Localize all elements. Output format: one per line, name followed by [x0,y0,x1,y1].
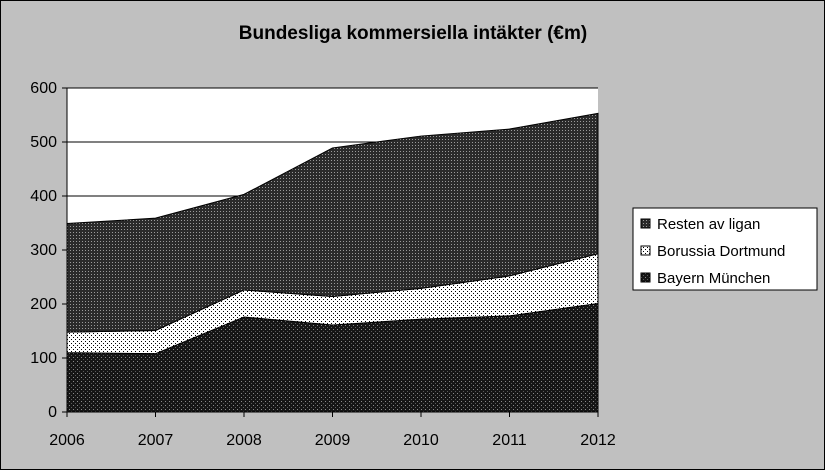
y-tick-label-200: 200 [30,296,57,313]
y-tick-label-0: 0 [48,404,57,421]
legend-swatch-bayern-m-nchen [640,272,651,283]
legend: Resten av ligan Borussia Dortmund Bayern M… [632,207,818,291]
x-tick-label-2006: 2006 [49,432,85,449]
legend-label-bayern-m-nchen: Bayern München [657,270,770,287]
x-tick-label-2009: 2009 [315,432,351,449]
y-tick-label-400: 400 [30,188,57,205]
x-tick-label-2007: 2007 [138,432,174,449]
legend-box [632,207,818,291]
y-axis-ticks: 0 100 200 300 400 500 600 [30,80,67,421]
x-tick-label-2010: 2010 [403,432,439,449]
y-tick-label-300: 300 [30,242,57,259]
area-series-resten-av-ligan [66,112,599,333]
y-tick-label-600: 600 [30,80,57,97]
x-tick-label-2012: 2012 [580,432,616,449]
y-tick-label-100: 100 [30,350,57,367]
legend-swatch-resten-av-ligan [640,218,651,229]
legend-label-resten-av-ligan: Resten av ligan [657,216,760,233]
x-axis-ticks: 2006 2007 2008 2009 2010 2011 2012 [49,412,616,449]
x-tick-label-2011: 2011 [492,432,527,449]
x-tick-label-2008: 2008 [226,432,262,449]
legend-label-borussia-dortmund: Borussia Dortmund [657,243,785,260]
chart-title: Bundesliga kommersiella intäkter (€m) [239,23,587,44]
legend-swatch-borussia-dortmund [640,245,651,256]
y-tick-label-500: 500 [30,134,57,151]
